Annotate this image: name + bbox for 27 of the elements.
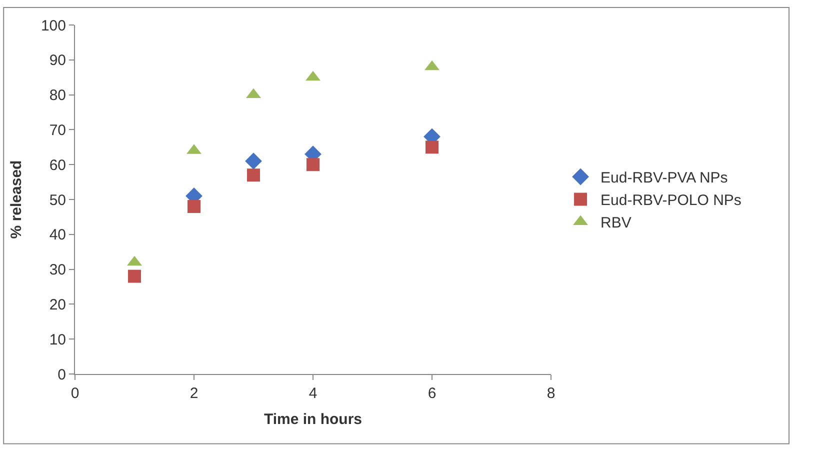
y-axis-title: % released [8, 160, 26, 239]
x-tick-label: 8 [546, 385, 556, 402]
point [128, 270, 141, 283]
legend-label: Eud-RBV-POLO NPs [600, 192, 742, 210]
point [426, 140, 438, 154]
y-tick-label: 10 [49, 331, 66, 348]
y-tick-label: 60 [49, 156, 66, 174]
y-tick-label: 70 [49, 122, 66, 139]
legend-label: Eud-RBV-PVA NPs [600, 170, 728, 187]
x-tick-label: 4 [308, 385, 318, 402]
y-tick-label: 40 [49, 226, 66, 244]
point [245, 152, 262, 170]
y-tick-label: 20 [49, 296, 66, 314]
x-tick-label: 2 [190, 385, 198, 402]
point [306, 158, 320, 172]
y-tick-label: 30 [49, 262, 66, 279]
point [247, 168, 260, 182]
y-tick-label: 50 [49, 192, 66, 209]
x-tick-label: 6 [428, 385, 436, 402]
point [188, 200, 200, 213]
y-tick-label: 0 [58, 366, 66, 384]
x-tick-label: 0 [70, 385, 80, 402]
y-tick-label: 100 [40, 17, 66, 34]
y-tick-label: 90 [49, 52, 66, 70]
legend-label: RBV [600, 214, 632, 232]
y-tick-label: 80 [49, 87, 66, 104]
x-axis-title: Time in hours [264, 411, 362, 428]
